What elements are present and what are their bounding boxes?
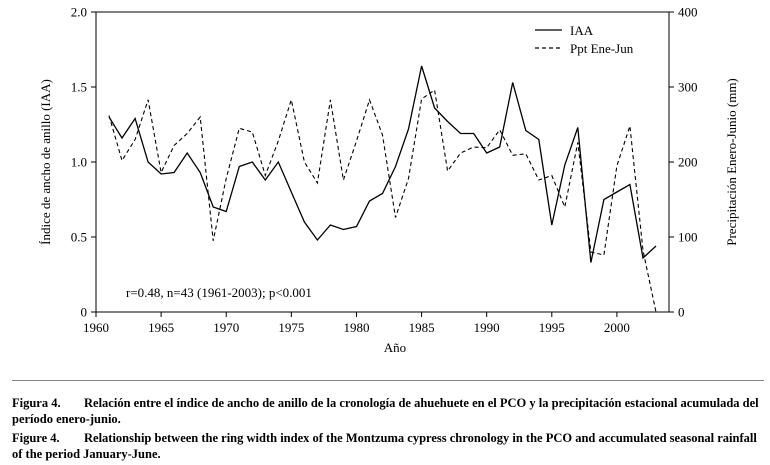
caption-english-label: Figure 4. [12, 431, 60, 445]
chart: 1960 1965 1970 1975 1980 1985 1990 1995 2000 00.… [38, 5, 739, 356]
left-y-axis-title: Índice de ancho de anillo (IAA) [38, 79, 53, 245]
x-tick-label: 1965 [148, 320, 174, 335]
left-y-tick-label: 1.5 [71, 80, 87, 95]
left-y-tick-label: 2.0 [71, 5, 87, 20]
right-y-tick-label: 200 [678, 155, 698, 170]
caption-spanish: Figura 4. Relación entre el índice de anc… [12, 395, 764, 427]
right-y-axis-ticks: 0 100 200 300 400 [669, 5, 698, 320]
x-axis-title: Año [384, 340, 406, 355]
x-tick-label: 1975 [278, 320, 304, 335]
right-y-tick-label: 0 [678, 305, 685, 320]
right-y-tick-label: 300 [678, 80, 698, 95]
caption-english-text: Relationship between the ring width inde… [12, 431, 757, 461]
x-tick-label: 1985 [409, 320, 435, 335]
x-axis-ticks: 1960 1965 1970 1975 1980 1985 1990 1995 2000 [83, 312, 630, 335]
right-y-tick-label: 400 [678, 5, 698, 20]
series-line-iaa [108, 65, 657, 263]
caption-divider [12, 380, 764, 381]
plot-frame [95, 11, 670, 313]
x-tick-label: 1970 [213, 320, 239, 335]
correlation-annotation: r=0.48, n=43 (1961-2003); p<0.001 [126, 285, 312, 300]
legend-label-iaa: IAA [570, 23, 594, 38]
caption-spanish-label: Figura 4. [12, 396, 61, 410]
left-y-axis-ticks: 0 0.5 1.0 1.5 2.0 [71, 5, 96, 320]
x-tick-label: 1960 [83, 320, 109, 335]
left-y-tick-label: 1.0 [71, 155, 87, 170]
legend: IAA Ppt Ene-Jun [535, 23, 634, 56]
x-tick-label: 1990 [474, 320, 500, 335]
right-y-tick-label: 100 [678, 230, 698, 245]
series-layer [108, 65, 657, 313]
left-y-tick-label: 0 [81, 305, 88, 320]
caption-spanish-text: Relación entre el índice de ancho de ani… [12, 396, 759, 426]
right-y-axis-title: Precipitación Enero-Junio (mm) [724, 78, 739, 246]
x-tick-label: 1980 [343, 320, 369, 335]
x-tick-label: 2000 [604, 320, 630, 335]
series-line-ppt [108, 89, 657, 313]
caption-english: Figure 4. Relationship between the ring w… [12, 430, 764, 462]
left-y-tick-label: 0.5 [71, 230, 87, 245]
legend-label-ppt: Ppt Ene-Jun [570, 41, 634, 56]
x-tick-label: 1995 [539, 320, 565, 335]
